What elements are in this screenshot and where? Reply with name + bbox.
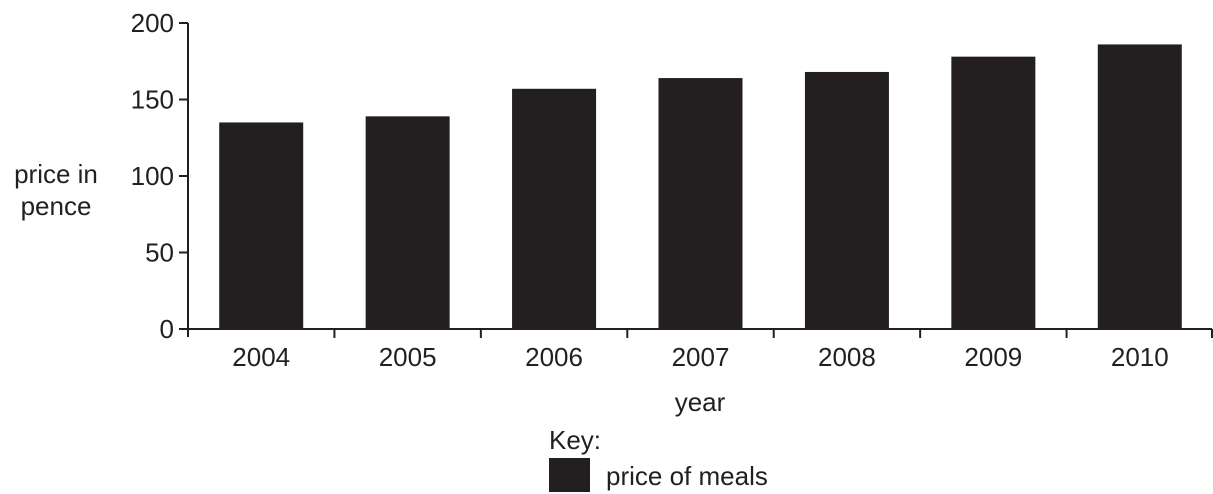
- bar-2010: [1097, 44, 1182, 330]
- y-axis-label-line-1: price in: [14, 159, 98, 189]
- y-tick-label: 50: [145, 238, 174, 268]
- bars-group: [219, 44, 1182, 330]
- y-tick-label: 200: [131, 8, 174, 38]
- x-tick-label: 2009: [964, 342, 1022, 372]
- bar-2007: [658, 78, 743, 329]
- x-tick-label: 2005: [379, 342, 437, 372]
- bar-2004: [219, 122, 304, 329]
- bar-2009: [951, 56, 1036, 329]
- legend-title: Key:: [549, 425, 601, 455]
- x-tick-label: 2007: [672, 342, 730, 372]
- bar-2006: [512, 88, 597, 329]
- y-axis-label-line-2: pence: [21, 191, 92, 221]
- y-tick-label: 150: [131, 85, 174, 115]
- y-tick-label: 0: [160, 314, 174, 344]
- legend-swatch: [549, 458, 590, 492]
- bar-2008: [804, 71, 889, 330]
- y-tick-label: 100: [131, 161, 174, 191]
- x-tick-label: 2010: [1111, 342, 1169, 372]
- x-axis-label: year: [675, 387, 726, 417]
- legend-series-label: price of meals: [606, 461, 768, 491]
- x-tick-label: 2004: [232, 342, 290, 372]
- x-tick-label: 2008: [818, 342, 876, 372]
- bar-2005: [365, 116, 450, 329]
- axes-group: [187, 23, 1212, 337]
- legend: Key: price of meals: [549, 425, 768, 492]
- ticks-group: 0 50 100 150 200 2004 2005 2006 2007 2008 2009 2010: [131, 8, 1213, 372]
- x-tick-label: 2006: [525, 342, 583, 372]
